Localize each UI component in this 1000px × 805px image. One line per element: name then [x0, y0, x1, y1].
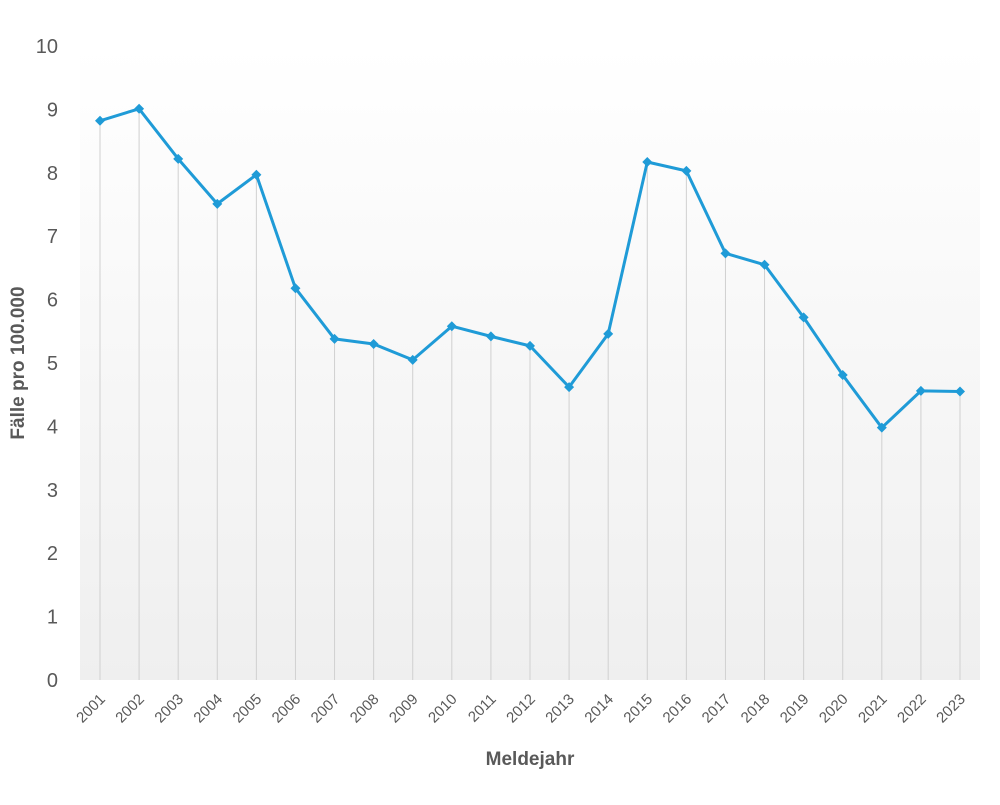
data-point-marker [798, 312, 809, 323]
y-tick-label: 2 [47, 543, 58, 565]
y-tick-label: 3 [47, 480, 58, 502]
x-tick-label: 2009 [386, 691, 422, 727]
x-tick-label: 2019 [777, 691, 813, 727]
x-tick-label: 2017 [699, 691, 735, 727]
data-point-marker [955, 386, 965, 397]
x-tick-label: 2003 [151, 691, 187, 727]
x-axis-label: Meldejahr [486, 749, 575, 770]
data-point-marker [173, 153, 184, 164]
y-tick-label: 9 [47, 99, 58, 121]
x-tick-label: 2008 [347, 691, 383, 727]
x-tick-label: 2015 [620, 691, 656, 727]
x-tick-label: 2021 [855, 691, 891, 727]
x-tick-label: 2020 [816, 691, 852, 727]
data-point-marker [95, 115, 105, 126]
data-point-marker [837, 370, 848, 381]
data-point-marker [485, 331, 496, 342]
x-tick-label: 2011 [465, 691, 500, 726]
y-tick-label: 5 [47, 353, 58, 375]
x-tick-label: 2006 [269, 691, 305, 727]
x-tick-label: 2023 [933, 691, 969, 727]
data-point-marker [681, 165, 692, 176]
data-point-marker [368, 338, 379, 349]
y-tick-label: 8 [47, 163, 58, 185]
x-tick-label: 2007 [308, 691, 344, 727]
data-point-marker [876, 422, 887, 433]
y-tick-label: 4 [47, 416, 58, 438]
x-tick-label: 2016 [660, 691, 696, 727]
data-point-marker [329, 333, 340, 344]
x-tick-label: 2022 [894, 691, 930, 727]
y-tick-label: 0 [47, 670, 58, 692]
y-tick-label: 7 [47, 226, 58, 248]
data-point-marker [212, 198, 223, 209]
data-point-marker [134, 103, 145, 114]
data-point-marker [290, 283, 301, 294]
y-tick-label: 1 [47, 607, 58, 629]
data-point-marker [446, 321, 457, 332]
x-tick-label: 2012 [503, 691, 539, 727]
x-tick-label: 2013 [542, 691, 578, 727]
y-axis-label: Fälle pro 100.000 [8, 286, 29, 439]
y-tick-label: 10 [36, 36, 58, 58]
data-point-marker [251, 169, 262, 180]
x-tick-label: 2002 [112, 691, 148, 727]
x-tick-label: 2014 [581, 691, 617, 727]
data-point-marker [642, 157, 653, 168]
y-tick-label: 6 [47, 290, 58, 312]
data-point-marker [603, 328, 614, 339]
data-point-marker [525, 340, 535, 351]
data-point-marker [915, 385, 926, 396]
data-point-marker [720, 248, 731, 259]
x-tick-label: 2005 [230, 691, 266, 727]
x-tick-label: 2018 [738, 691, 774, 727]
x-tick-label: 2004 [190, 691, 226, 727]
data-point-marker [564, 382, 575, 393]
x-tick-label: 2010 [425, 691, 461, 727]
data-point-marker [407, 354, 418, 365]
data-point-marker [759, 259, 770, 270]
x-tick-label: 2001 [73, 691, 109, 727]
